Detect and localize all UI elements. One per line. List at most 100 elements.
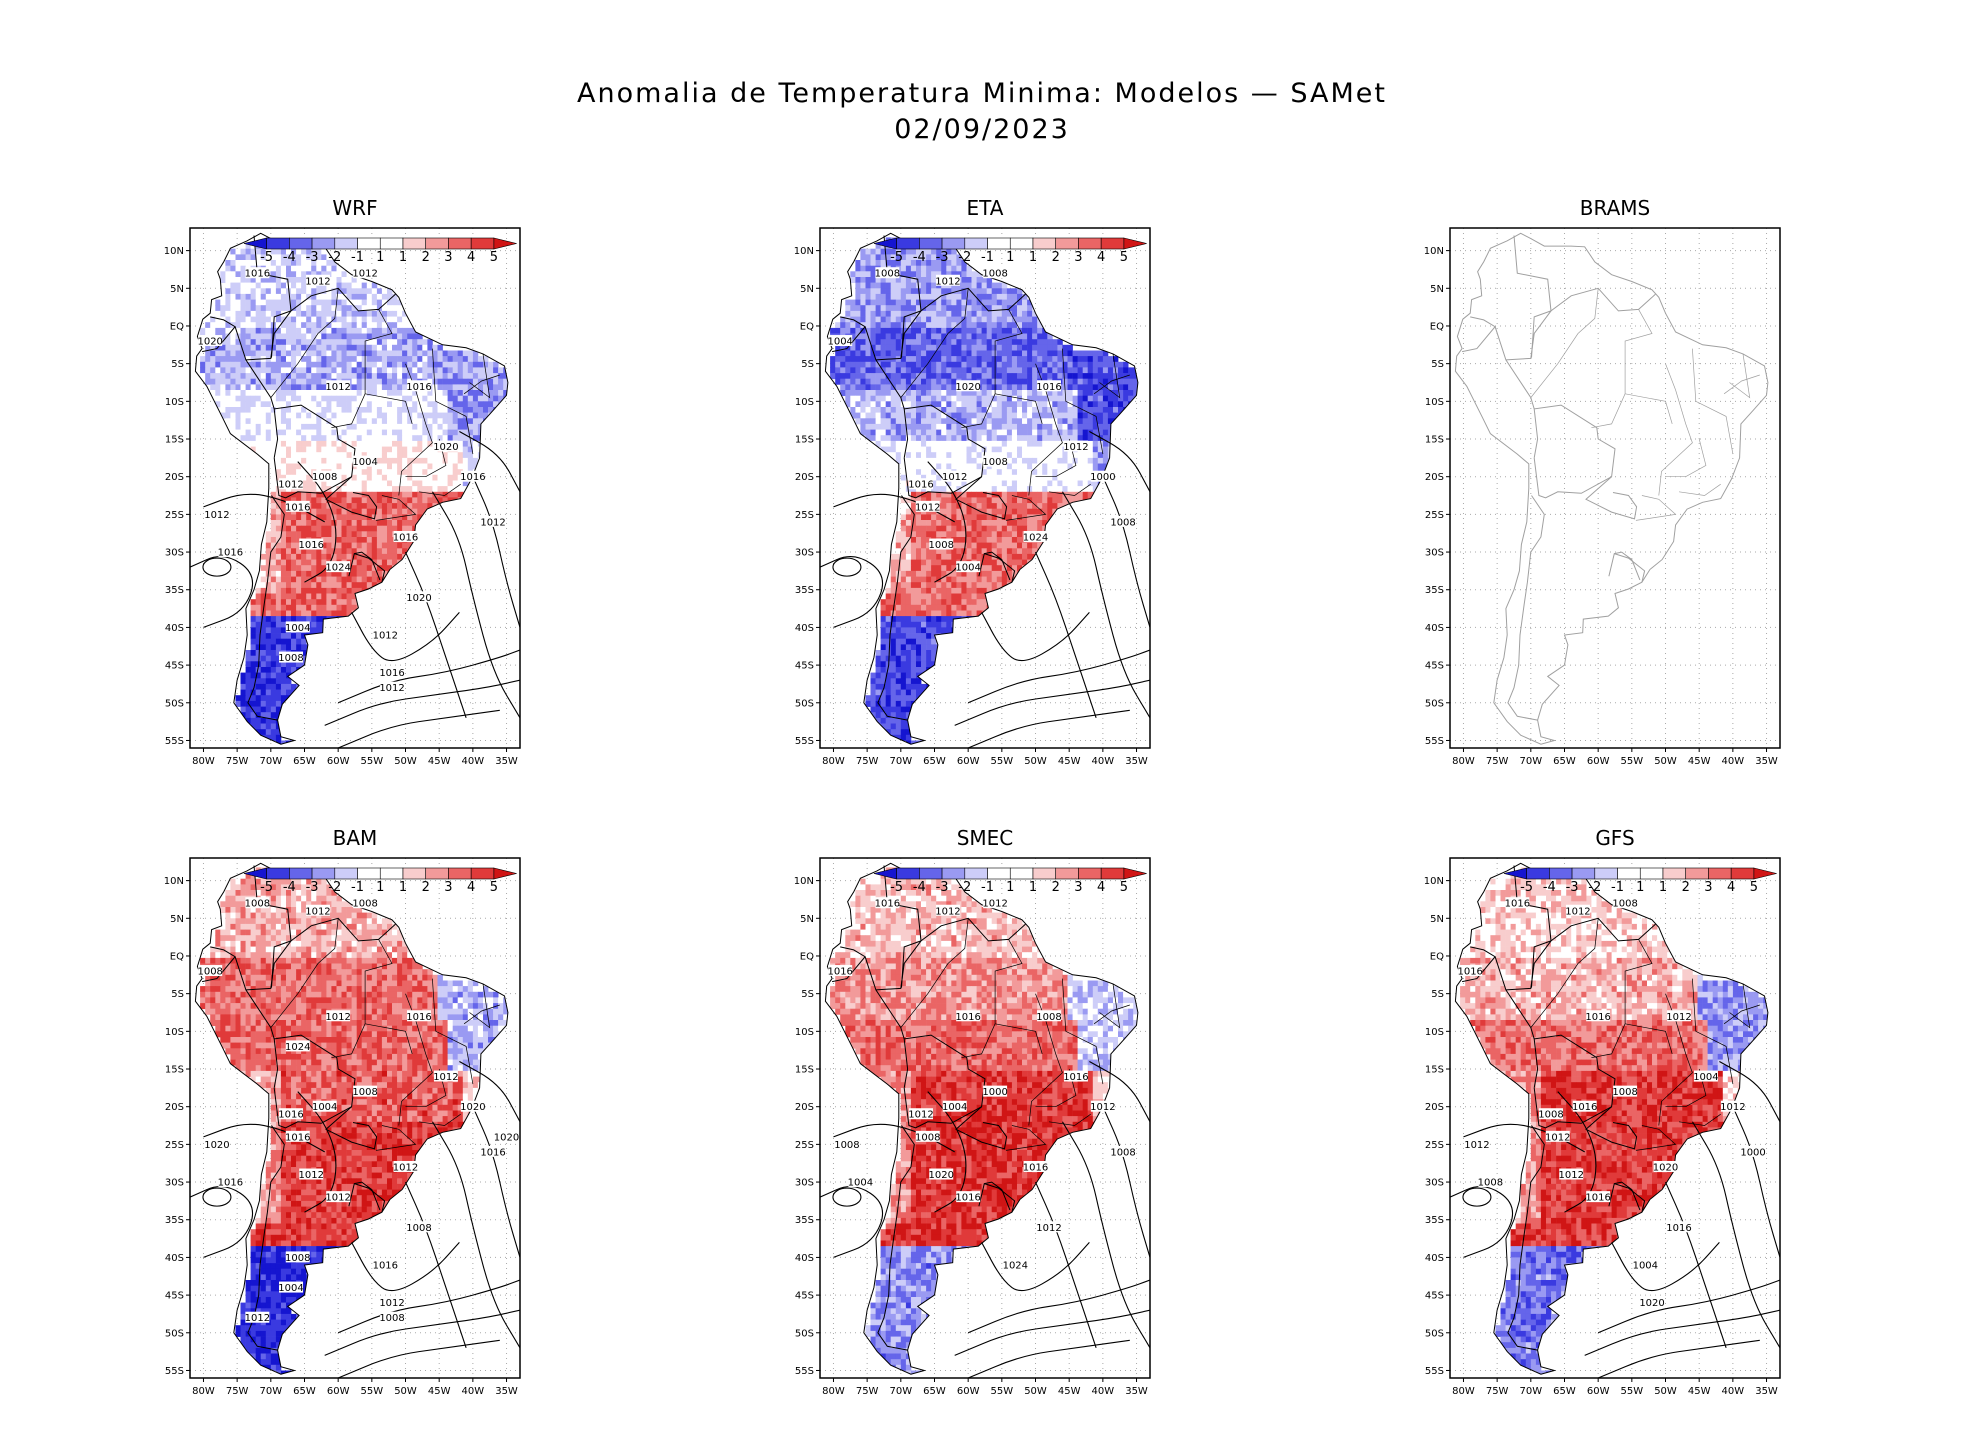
anomaly-cell <box>1067 395 1073 402</box>
anomaly-cell <box>1052 339 1058 346</box>
anomaly-cell <box>951 350 957 357</box>
anomaly-cell <box>880 310 886 317</box>
anomaly-cell <box>951 384 957 391</box>
anomaly-cell <box>1022 373 1028 380</box>
anomaly-cell <box>926 418 932 425</box>
anomaly-cell <box>467 446 474 453</box>
anomaly-cell <box>951 480 957 487</box>
anomaly-cell <box>346 537 352 544</box>
anomaly-cell <box>860 288 866 295</box>
anomaly-cell <box>326 327 332 334</box>
anomaly-cell <box>280 604 287 611</box>
anomaly-cell <box>245 401 251 408</box>
anomaly-cell <box>351 435 357 442</box>
anomaly-cell <box>275 333 282 340</box>
anomaly-cell <box>840 367 846 374</box>
anomaly-cell <box>936 271 942 278</box>
anomaly-cell <box>971 452 977 459</box>
anomaly-cell <box>1006 384 1013 391</box>
anomaly-cell <box>442 486 448 493</box>
anomaly-cell <box>250 395 256 402</box>
anomaly-cell <box>356 525 363 532</box>
anomaly-cell <box>280 559 287 566</box>
anomaly-cell <box>311 373 317 380</box>
anomaly-cell <box>255 616 262 623</box>
anomaly-cell <box>331 333 337 340</box>
anomaly-cell <box>341 610 347 617</box>
anomaly-cell <box>240 706 246 713</box>
anomaly-cell <box>280 265 287 272</box>
x-tick-label: 75W <box>226 756 249 767</box>
anomaly-cell <box>351 418 357 425</box>
anomaly-cell <box>316 265 322 272</box>
anomaly-cell <box>225 271 231 278</box>
anomaly-cell <box>366 361 373 368</box>
anomaly-cell <box>376 356 383 363</box>
anomaly-cell <box>905 463 912 470</box>
anomaly-cell <box>341 440 347 447</box>
anomaly-cell <box>905 407 912 414</box>
anomaly-cell <box>865 254 871 261</box>
anomaly-cell <box>890 435 897 442</box>
anomaly-cell <box>346 282 352 289</box>
figure-date: 02/09/2023 <box>894 114 1070 145</box>
anomaly-cell <box>931 463 937 470</box>
anomaly-cell <box>296 520 302 527</box>
anomaly-cell <box>926 390 932 397</box>
anomaly-cell <box>936 390 942 397</box>
anomaly-cell <box>931 446 937 453</box>
anomaly-cell <box>956 305 962 312</box>
anomaly-cell <box>265 706 272 713</box>
anomaly-cell <box>361 373 368 380</box>
anomaly-cell <box>477 356 484 363</box>
anomaly-cell <box>926 491 932 498</box>
anomaly-cell <box>941 265 947 272</box>
anomaly-cell <box>895 378 902 385</box>
anomaly-cell <box>1027 418 1033 425</box>
anomaly-cell <box>890 412 897 419</box>
anomaly-cell <box>971 271 977 278</box>
anomaly-cell <box>437 435 443 442</box>
anomaly-cell <box>260 621 267 628</box>
anomaly-cell <box>381 401 388 408</box>
anomaly-cell <box>467 457 474 464</box>
anomaly-cell <box>255 440 262 447</box>
anomaly-cell <box>926 412 932 419</box>
anomaly-cell <box>331 429 337 436</box>
anomaly-cell <box>301 548 307 555</box>
anomaly-cell <box>376 446 383 453</box>
anomaly-cell <box>900 474 907 481</box>
anomaly-cell <box>366 322 373 329</box>
anomaly-cell <box>265 322 272 329</box>
anomaly-cell <box>895 327 902 334</box>
anomaly-cell <box>387 559 393 566</box>
anomaly-cell <box>946 407 952 414</box>
anomaly-cell <box>835 344 841 351</box>
anomaly-cell <box>961 407 967 414</box>
anomaly-cell <box>910 435 917 442</box>
anomaly-cell <box>351 395 357 402</box>
anomaly-cell <box>976 305 982 312</box>
anomaly-cell <box>296 525 302 532</box>
anomaly-cell <box>381 553 388 560</box>
anomaly-cell <box>845 361 851 368</box>
map-frame <box>189 227 521 749</box>
anomaly-cell <box>321 288 327 295</box>
anomaly-cell <box>402 322 408 329</box>
anomaly-cell <box>1052 491 1058 498</box>
anomaly-cell <box>270 655 277 662</box>
anomaly-cell <box>991 288 998 295</box>
anomaly-cell <box>331 582 337 589</box>
anomaly-cell <box>311 384 317 391</box>
anomaly-cell <box>1057 418 1063 425</box>
anomaly-cell <box>961 316 967 323</box>
anomaly-cell <box>356 491 363 498</box>
anomaly-cell <box>417 339 423 346</box>
anomaly-cell <box>845 373 851 380</box>
anomaly-cell <box>336 322 342 329</box>
anomaly-cell <box>860 344 866 351</box>
anomaly-cell <box>971 288 977 295</box>
anomaly-cell <box>407 350 413 357</box>
anomaly-cell <box>311 412 317 419</box>
anomaly-cell <box>996 378 1003 385</box>
